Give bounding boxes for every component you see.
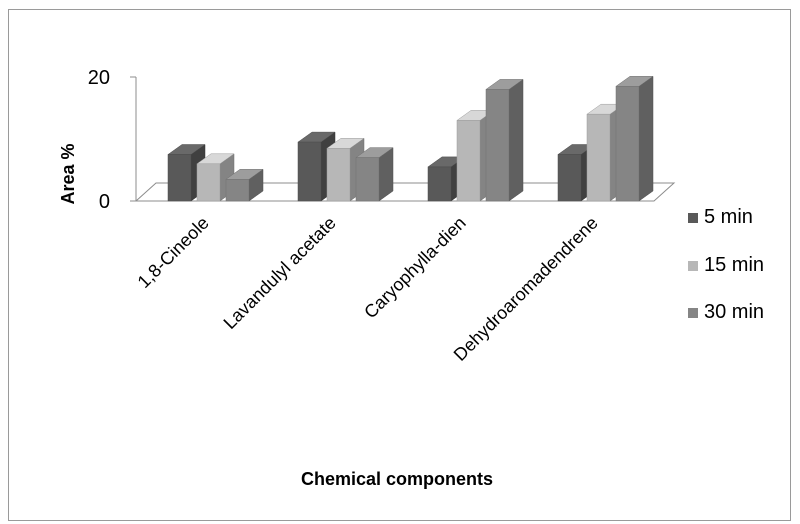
y-axis-title: Area % (58, 143, 78, 204)
bar-side (508, 78, 524, 202)
chart-floor (134, 182, 676, 202)
category-label: 1,8-Cineole (134, 213, 213, 292)
category-label: Lavandulyl acetate (220, 213, 340, 333)
bar (615, 75, 654, 202)
bar-front (485, 89, 510, 202)
bar-front (167, 154, 192, 202)
y-axis: 20 0 (88, 67, 137, 213)
legend-label: 15 min (704, 254, 764, 276)
y-tick-label: 0 (99, 191, 110, 213)
bar (196, 153, 235, 202)
bar-front (355, 157, 380, 202)
bars (167, 75, 654, 202)
legend-swatch (688, 213, 698, 223)
bar-front (196, 163, 221, 202)
chart-frame (8, 9, 791, 521)
category-labels: 1,8-Cineole Lavandulyl acetate Caryophyl… (134, 213, 602, 365)
bar-front (297, 141, 322, 202)
bar (355, 147, 394, 202)
y-tick-label: 20 (88, 67, 110, 89)
legend-label: 30 min (704, 301, 764, 323)
legend-label: 5 min (704, 206, 753, 228)
legend-swatch (688, 308, 698, 318)
bar (485, 78, 524, 202)
bar-side (638, 75, 654, 202)
bar-front (615, 86, 640, 202)
bar-front (326, 148, 351, 202)
bar-front (427, 166, 452, 202)
floor-plane (134, 182, 676, 202)
bar (225, 168, 264, 202)
bar-front (586, 113, 611, 202)
bar-front (557, 154, 582, 202)
legend: 5 min 15 min 30 min (688, 206, 764, 323)
category-label: Caryophylla-dien (360, 213, 470, 323)
x-axis-title: Chemical components (301, 469, 493, 489)
category-label: Dehydroaromadendrene (450, 213, 602, 365)
bar-front (456, 120, 481, 202)
legend-swatch (688, 261, 698, 271)
bar-front (225, 179, 250, 202)
